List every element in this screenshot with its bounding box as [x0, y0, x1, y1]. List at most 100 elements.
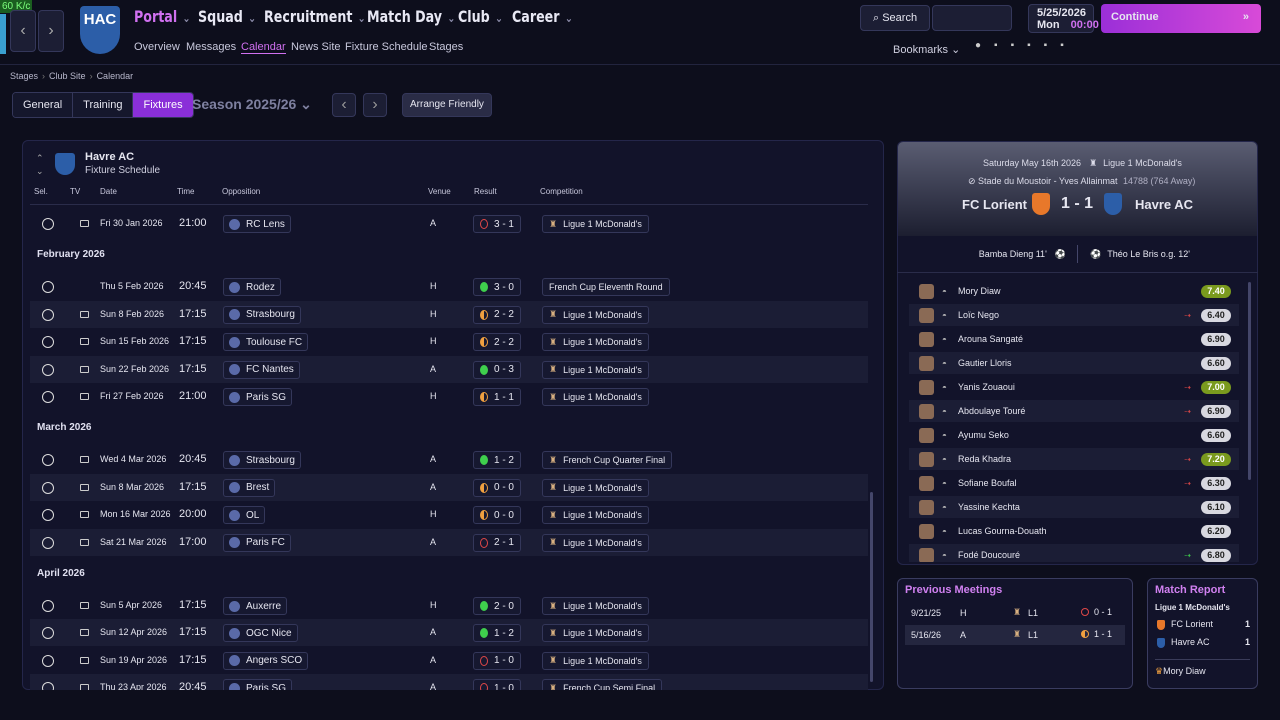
- opposition[interactable]: Rodez: [223, 278, 281, 297]
- submenu-item[interactable]: Messages: [186, 41, 237, 53]
- score: 1 - 2: [493, 627, 514, 639]
- menu-item[interactable]: Squad: [198, 7, 256, 26]
- opponent: Strasbourg: [246, 309, 295, 321]
- tab[interactable]: General: [13, 93, 73, 117]
- club-logo[interactable]: HAC: [80, 6, 120, 54]
- fixture-row[interactable]: Sun 15 Feb 2026 17:15 Toulouse FC H 2 - 2 ♜ Li…: [30, 328, 868, 355]
- tv-icon: [80, 538, 89, 546]
- submenu-item[interactable]: News Site: [291, 41, 341, 53]
- report-team: Havre AC: [1171, 637, 1210, 647]
- select[interactable]: [42, 627, 54, 640]
- arrange-friendly[interactable]: Arrange Friendly: [402, 93, 492, 117]
- fixture-row[interactable]: Sun 12 Apr 2026 17:15 OGC Nice A 1 - 2 ♜ Ligue…: [30, 619, 868, 647]
- fixture-row[interactable]: Thu 23 Apr 2026 20:45 Paris SG A 1 - 0 ♜ Frenc…: [30, 674, 868, 690]
- submenu-item[interactable]: Calendar: [241, 41, 286, 54]
- competition: ♜ Ligue 1 McDonald's: [542, 506, 649, 525]
- player-row[interactable]: ◓ Sofiane Boufal ⇢ 6.30: [909, 472, 1239, 494]
- fixture-row[interactable]: Sun 22 Feb 2026 17:15 FC Nantes A 0 - 3 ♜ Ligu…: [30, 355, 868, 383]
- search[interactable]: ⌕ Search: [860, 5, 930, 31]
- player-row[interactable]: ◓ Yanis Zouaoui ⇢ 7.00: [909, 376, 1239, 398]
- select[interactable]: [42, 682, 54, 690]
- fixture-row[interactable]: Fri 27 Feb 2026 21:00 Paris SG H 1 - 1 ♜ Ligue…: [30, 383, 868, 410]
- menu-item[interactable]: Recruitment: [264, 7, 366, 26]
- opposition[interactable]: Strasbourg: [223, 305, 301, 324]
- opposition[interactable]: Paris SG: [223, 388, 293, 406]
- select[interactable]: [42, 391, 54, 403]
- player-row[interactable]: ◓ Fodé Doucouré ⇢ 6.80: [909, 544, 1239, 562]
- collapse[interactable]: ⌃ ⌄: [36, 153, 44, 176]
- opposition[interactable]: Toulouse FC: [223, 333, 309, 352]
- select[interactable]: [42, 509, 54, 522]
- season[interactable]: Season 2025/26 ⌄: [192, 96, 312, 112]
- competition: ♜ Ligue 1 McDonald's: [542, 533, 649, 552]
- player-row[interactable]: ◓ Reda Khadra ⇢ 7.20: [909, 448, 1239, 470]
- player-row[interactable]: ◓ Lucas Gourna-Douath 6.20: [909, 520, 1239, 542]
- player-row[interactable]: ◓ Abdoulaye Touré ⇢ 6.90: [909, 400, 1239, 422]
- meeting-row[interactable]: 5/16/26 A ♜ L1 1 - 1: [905, 625, 1125, 645]
- fixture-row[interactable]: Wed 4 Mar 2026 20:45 Strasbourg A 1 - 2 ♜ Fren…: [30, 446, 868, 473]
- crumb[interactable]: Stages: [10, 71, 39, 81]
- submenu-item[interactable]: Stages: [429, 41, 464, 53]
- fixture-row[interactable]: Sat 21 Mar 2026 17:00 Paris FC A 2 - 1 ♜ Ligue…: [30, 528, 868, 556]
- opposition[interactable]: Auxerre: [223, 597, 288, 615]
- menu-item[interactable]: Career: [512, 7, 573, 26]
- opposition[interactable]: Brest: [223, 478, 276, 497]
- bookmarks[interactable]: Bookmarks ⌄: [893, 44, 961, 56]
- player-row[interactable]: ◓ Mory Diaw 7.40: [909, 280, 1239, 302]
- opposition[interactable]: FC Nantes: [223, 360, 300, 379]
- select[interactable]: [42, 363, 54, 376]
- select[interactable]: [42, 308, 54, 321]
- tab[interactable]: Training: [72, 93, 133, 117]
- opposition[interactable]: Strasbourg: [223, 451, 301, 470]
- select[interactable]: [42, 281, 54, 294]
- select[interactable]: [42, 218, 54, 230]
- fixture-row[interactable]: Sun 19 Apr 2026 17:15 Angers SCO A 1 - 0 ♜ Lig…: [30, 647, 868, 674]
- menu-item[interactable]: Portal: [134, 7, 190, 26]
- crumb[interactable]: Calendar: [96, 71, 134, 81]
- select[interactable]: [42, 536, 54, 549]
- opponent: Toulouse FC: [246, 336, 303, 348]
- submenu-item[interactable]: Overview: [134, 41, 180, 53]
- player-row[interactable]: ◓ Yassine Kechta 6.10: [909, 496, 1239, 518]
- back[interactable]: ‹: [10, 10, 36, 52]
- opposition[interactable]: OL: [223, 506, 266, 525]
- fixture-row[interactable]: Thu 5 Feb 2026 20:45 Rodez H 3 - 0 French Cup…: [30, 273, 868, 300]
- continue[interactable]: Continue»: [1101, 4, 1261, 33]
- opposition[interactable]: RC Lens: [223, 215, 291, 233]
- meeting-row[interactable]: 9/21/25 H ♜ L1 0 - 1: [905, 603, 1125, 623]
- fixture-row[interactable]: Fri 30 Jan 2026 21:00 RC Lens A 3 - 1 ♜ Ligue …: [30, 210, 868, 237]
- forward[interactable]: ›: [38, 10, 64, 52]
- fixture-row[interactable]: Sun 8 Feb 2026 17:15 Strasbourg H 2 - 2 ♜ Ligu…: [30, 300, 868, 328]
- prev-season[interactable]: ‹: [332, 93, 356, 117]
- next-season[interactable]: ›: [363, 93, 387, 117]
- select[interactable]: [42, 454, 54, 467]
- opposition[interactable]: Paris SG: [223, 679, 293, 690]
- select[interactable]: [42, 336, 54, 349]
- tv-icon: [80, 629, 89, 637]
- select[interactable]: [42, 481, 54, 494]
- quick-icons[interactable]: ●▪▪▪▪▪: [975, 40, 1077, 51]
- menu-item[interactable]: Match Day: [367, 7, 455, 26]
- opposition[interactable]: Paris FC: [223, 533, 291, 552]
- opponent: Angers SCO: [246, 655, 303, 667]
- fixture-row[interactable]: Sun 8 Mar 2026 17:15 Brest A 0 - 0 ♜ Ligue 1 M…: [30, 473, 868, 501]
- tab[interactable]: Fixtures: [132, 93, 193, 117]
- select[interactable]: [42, 600, 54, 612]
- player-row[interactable]: ◓ Ayumu Seko 6.60: [909, 424, 1239, 446]
- result-icon: [480, 601, 488, 611]
- fixture-row[interactable]: Sun 5 Apr 2026 17:15 Auxerre H 2 - 0 ♜ Ligue 1…: [30, 592, 868, 619]
- player-row[interactable]: ◓ Arouna Sangaté 6.90: [909, 328, 1239, 350]
- select[interactable]: [42, 654, 54, 667]
- menu-item[interactable]: Club: [458, 7, 503, 26]
- player-row[interactable]: ◓ Loïc Nego ⇢ 6.40: [909, 304, 1239, 326]
- game-date: 5/25/2026 Mon 00:00: [1028, 4, 1099, 33]
- crumb[interactable]: Club Site: [49, 71, 86, 81]
- opposition[interactable]: OGC Nice: [223, 624, 298, 643]
- opposition[interactable]: Angers SCO: [223, 651, 309, 670]
- fixture-row[interactable]: Mon 16 Mar 2026 20:00 OL H 0 - 0 ♜ Ligue 1 McD…: [30, 501, 868, 528]
- tools[interactable]: [932, 5, 1012, 31]
- tv-icon: [80, 456, 89, 464]
- meeting-score: 0 - 1: [1094, 607, 1113, 617]
- player-row[interactable]: ◓ Gautier Lloris 6.60: [909, 352, 1239, 374]
- submenu-item[interactable]: Fixture Schedule: [345, 41, 428, 53]
